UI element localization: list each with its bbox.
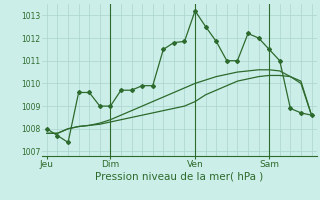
X-axis label: Pression niveau de la mer( hPa ): Pression niveau de la mer( hPa )	[95, 172, 263, 182]
